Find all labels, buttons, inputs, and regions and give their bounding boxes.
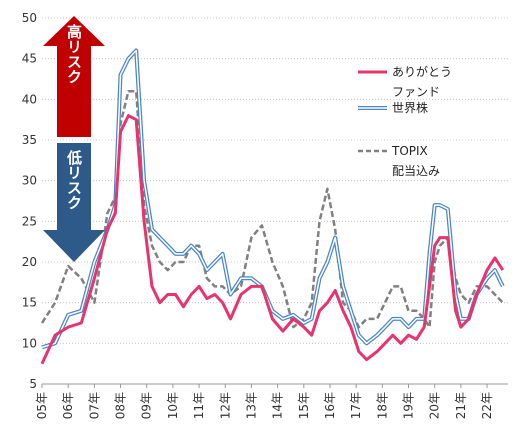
x-tick-label: 20年 <box>428 392 442 419</box>
legend: ありがとう ファンド 世界株 TOPIX 配当込み <box>358 64 452 178</box>
series-line-arigatou <box>40 114 505 365</box>
y-tick-label: 10 <box>22 336 37 350</box>
high-risk-arrow-up <box>43 16 105 137</box>
y-tick-label: 40 <box>22 92 37 106</box>
x-tick-label: 10年 <box>166 392 180 419</box>
x-tick-label: 22年 <box>480 392 494 419</box>
legend-label-arigatou: ありがとう <box>392 64 452 79</box>
x-tick-label: 07年 <box>87 392 101 419</box>
x-tick-label: 18年 <box>375 392 389 419</box>
x-tick-label: 19年 <box>402 392 416 419</box>
x-tick-label: 11年 <box>192 392 206 419</box>
y-tick-label: 25 <box>22 214 37 228</box>
x-tick-label: 14年 <box>271 392 285 419</box>
y-axis-ticks: 5 10 15 20 25 30 35 40 45 50 <box>22 11 37 391</box>
series-line-world-equity-inner <box>41 49 504 349</box>
x-tick-label: 17年 <box>349 392 363 419</box>
x-tick-label: 09年 <box>140 392 154 419</box>
x-tick-label: 12年 <box>218 392 232 419</box>
y-tick-label: 5 <box>29 377 37 391</box>
high-risk-label: 高リスク <box>65 23 83 84</box>
y-tick-label: 50 <box>22 11 37 25</box>
low-risk-label: 低リスク <box>65 149 83 210</box>
x-axis-ticks: 05年 06年 07年 08年 09年 10年 11年 12年 13年 14年 15年 16年 17年 1… <box>35 384 494 419</box>
x-tick-label: 16年 <box>323 392 337 419</box>
y-tick-label: 35 <box>22 133 37 147</box>
y-tick-label: 45 <box>22 52 37 66</box>
series-lines <box>40 48 505 365</box>
legend-label-arigatou-2: ファンド <box>392 85 440 99</box>
series-line-topix <box>40 89 504 329</box>
x-tick-label: 06年 <box>61 392 75 419</box>
y-tick-label: 15 <box>22 296 37 310</box>
x-tick-label: 13年 <box>244 392 258 419</box>
x-tick-label: 05年 <box>35 392 49 419</box>
legend-label-topix: TOPIX <box>391 144 428 158</box>
legend-label-world: 世界株 <box>392 100 428 115</box>
y-tick-label: 20 <box>22 255 37 269</box>
x-tick-label: 15年 <box>297 392 311 419</box>
y-tick-label: 30 <box>22 174 37 188</box>
legend-label-topix-2: 配当込み <box>392 164 440 178</box>
risk-arrow: 高リスク 低リスク <box>43 16 105 262</box>
x-tick-label: 08年 <box>114 392 128 419</box>
low-risk-arrow-down <box>43 143 105 262</box>
x-tick-label: 21年 <box>454 392 468 419</box>
